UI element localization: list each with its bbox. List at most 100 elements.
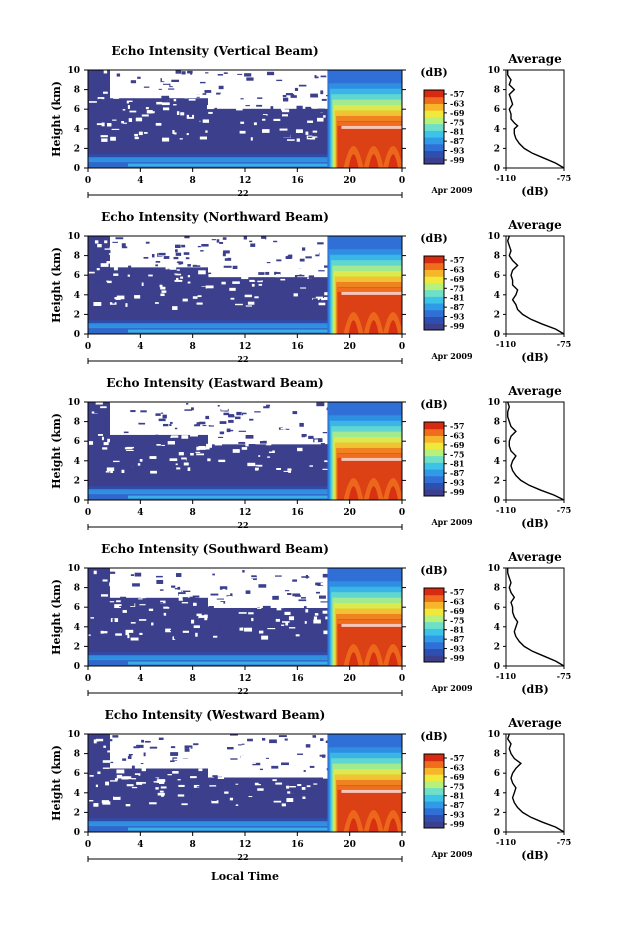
- speckle: [251, 617, 254, 622]
- speckle: [254, 277, 262, 281]
- speckle: [183, 462, 189, 466]
- colorbar-swatch: [424, 150, 444, 158]
- speckle: [268, 586, 273, 589]
- speckle: [95, 738, 104, 742]
- speckle: [157, 440, 163, 445]
- avg-x-tick-label: -110: [496, 339, 516, 349]
- speckle: [180, 459, 187, 462]
- speckle: [237, 744, 242, 746]
- speckle: [167, 265, 172, 269]
- speckle: [167, 241, 171, 245]
- speckle: [174, 412, 181, 416]
- speckle: [129, 110, 137, 113]
- convective-core: [388, 652, 399, 666]
- speckle: [233, 137, 241, 141]
- speckle: [262, 118, 266, 121]
- speckle: [112, 735, 119, 738]
- avg-y-tick-label: 8: [494, 86, 500, 96]
- speckle: [193, 625, 200, 629]
- speckle: [313, 264, 319, 268]
- speckle: [212, 786, 220, 790]
- speckle: [134, 760, 137, 763]
- speckle: [252, 436, 257, 440]
- speckle: [174, 134, 179, 138]
- speckle: [282, 133, 291, 138]
- panel-title: Echo Intensity (Vertical Beam): [111, 44, 318, 58]
- speckle: [315, 137, 321, 141]
- convective-core: [348, 486, 359, 500]
- speckle: [167, 604, 171, 607]
- colorbar-swatch: [424, 801, 444, 809]
- speckle: [307, 120, 314, 123]
- speckle: [221, 772, 227, 777]
- speckle: [232, 449, 240, 453]
- speckle: [148, 608, 154, 612]
- speckle: [242, 603, 249, 607]
- speckle: [107, 571, 116, 574]
- speckle: [259, 768, 264, 771]
- speckle: [128, 753, 133, 757]
- speckle: [126, 77, 131, 81]
- speckle: [197, 79, 201, 82]
- speckle: [206, 288, 214, 291]
- y-tick-label: 2: [74, 144, 80, 154]
- speckle: [285, 93, 293, 96]
- speckle: [214, 107, 218, 111]
- bright-band-gap: [341, 291, 402, 295]
- speckle: [228, 595, 232, 600]
- speckle: [259, 254, 267, 257]
- speckle: [151, 282, 159, 286]
- speckle: [300, 283, 307, 286]
- speckle: [99, 787, 104, 791]
- speckle: [218, 85, 224, 90]
- avg-title: Average: [507, 218, 562, 232]
- speckle: [224, 255, 228, 259]
- speckle: [323, 776, 330, 779]
- colorbar-tick-label: -69: [450, 108, 465, 118]
- speckle: [196, 302, 203, 305]
- boundary-layer-band: [88, 655, 402, 661]
- speckle: [116, 787, 122, 792]
- speckle: [130, 637, 139, 641]
- speckle: [299, 274, 302, 276]
- convective-core: [368, 652, 379, 666]
- speckle: [246, 77, 254, 81]
- speckle: [182, 614, 186, 617]
- speckle: [110, 470, 113, 474]
- speckle: [317, 438, 323, 443]
- speckle: [253, 125, 260, 129]
- speckle: [176, 472, 180, 476]
- speckle: [216, 239, 220, 243]
- speckle: [140, 763, 144, 765]
- speckle: [321, 297, 325, 301]
- avg-y-tick-label: 0: [494, 662, 500, 672]
- colorbar-swatch: [424, 794, 444, 802]
- colorbar-tick-label: -69: [450, 772, 465, 782]
- surface-band: [128, 495, 402, 499]
- speckle: [239, 450, 245, 453]
- speckle: [105, 781, 110, 786]
- speckle: [218, 459, 226, 463]
- speckle: [161, 734, 168, 737]
- speckle: [193, 602, 197, 606]
- x-tick-label: 0: [399, 342, 405, 352]
- speckle: [228, 414, 235, 418]
- colorbar-swatch: [424, 482, 444, 490]
- speckle: [197, 772, 203, 775]
- speckle: [245, 434, 254, 439]
- speckle: [209, 256, 218, 260]
- speckle: [317, 416, 323, 419]
- speckle: [313, 783, 318, 785]
- date-label: Apr 2009: [430, 351, 473, 361]
- speckle: [176, 467, 181, 470]
- speckle: [269, 283, 275, 286]
- speckle: [169, 462, 176, 465]
- speckle: [174, 244, 181, 249]
- speckle: [186, 403, 189, 405]
- y-tick-label: 8: [74, 750, 80, 760]
- speckle: [96, 280, 104, 283]
- speckle: [133, 746, 140, 749]
- speckle: [89, 268, 98, 271]
- speckle: [88, 101, 97, 103]
- speckle: [190, 452, 194, 456]
